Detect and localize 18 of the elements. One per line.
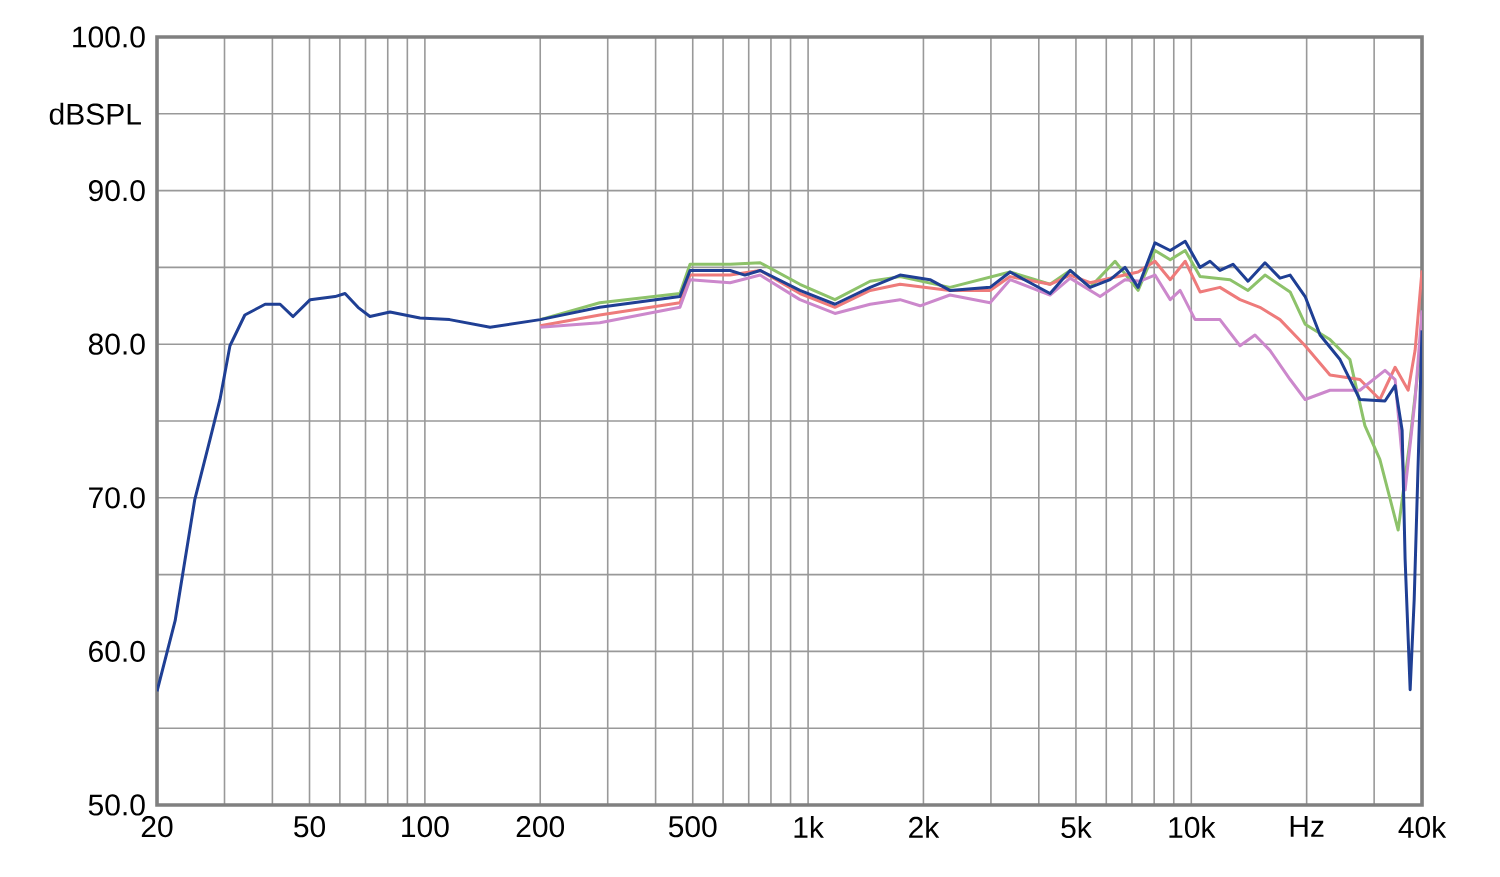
y-tick-label: 50.0 [88,794,145,816]
x-tick-label: 100 [402,816,449,838]
y-axis-title: dBSPL [49,102,141,125]
y-tick-label: 90.0 [88,179,145,202]
x-tick-label: 40k [1398,816,1447,839]
x-tick-label: 500 [668,816,717,838]
x-tick-label: 2k [909,816,940,838]
x-tick-label: Hz [1290,816,1324,837]
x-tick-label: 20 [141,816,173,838]
x-tick-label: 10k [1169,816,1216,839]
y-tick-label: 70.0 [89,487,145,509]
y-tick-label: 80.0 [88,333,145,355]
x-tick-label: 5k [1061,816,1092,839]
y-tick-label: 60.0 [89,640,145,662]
x-tick-label: 50 [294,816,326,838]
x-tick-label: 200 [516,816,565,838]
y-tick-label: 100.0 [73,26,145,48]
x-tick-label: 1k [794,816,824,838]
